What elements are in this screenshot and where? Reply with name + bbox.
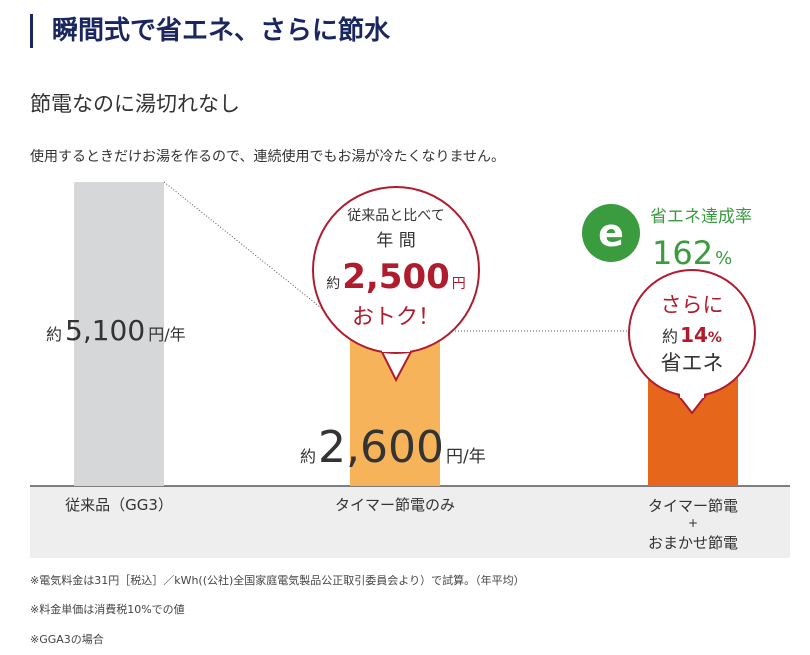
category-label-2-line-1: タイマー節電のみ [335, 496, 455, 514]
extra-bubble-line3: 省エネ [661, 351, 724, 375]
savings-bubble-prefix: 約 [326, 276, 340, 292]
eco-badge-label: 省エネ達成率 [650, 207, 752, 227]
page-title: 瞬間式で省エネ、さらに節水 [52, 16, 391, 46]
footnote-electricity-rate: ※電気料金は31円［税込］／kWh((公社)全国家庭電気製品公正取引委員会より）… [30, 574, 525, 587]
eco-badge-value: 162% [652, 234, 732, 272]
extra-bubble-number: 14 [680, 323, 708, 347]
extra-bubble-unit: % [708, 330, 722, 346]
eco-badge-unit: % [715, 248, 732, 269]
savings-bubble-line4: おトク！ [352, 305, 440, 330]
x-axis-band [30, 486, 790, 558]
connector-line-1 [163, 181, 351, 332]
eco-e-glyph: e [598, 211, 624, 255]
footnote-model: ※GGA3の場合 [30, 633, 104, 646]
value-label-number: 2,600 [318, 422, 444, 473]
category-label-3-line-3: おまかせ節電 [648, 534, 738, 552]
section-subtitle: 節電なのに湯切れなし [30, 92, 240, 116]
extra-bubble-prefix: 約 [662, 327, 678, 346]
heading-accent-bar [30, 14, 33, 48]
category-label-3-line-2: + [688, 516, 698, 530]
value-label-bar-2: 約2,600 円/年 [300, 422, 486, 473]
savings-bubble-number: 2,500 [342, 257, 450, 297]
savings-bubble-tail-mask [382, 346, 410, 352]
savings-bubble-amount: 約2,500 円 [326, 257, 466, 297]
value-label-prefix: 約 [300, 447, 316, 466]
value-label-prefix: 約 [46, 325, 62, 344]
value-label-unit: 円/年 [148, 325, 185, 344]
savings-bubble-circle [312, 186, 480, 354]
savings-bubble-unit: 円 [452, 276, 466, 292]
eco-e-icon [582, 204, 640, 262]
extra-bubble-tail-mask [680, 392, 704, 398]
category-label-3-line-1: タイマー節電 [648, 497, 738, 515]
extra-bubble-line1: さらに [661, 293, 724, 317]
footnote-tax: ※料金単価は消費税10%での値 [30, 603, 185, 616]
eco-badge: e 省エネ達成率 162% [582, 204, 752, 272]
extra-bubble-value: 約 14% [662, 323, 722, 347]
savings-bubble-line2: 年 間 [376, 231, 415, 251]
savings-bubble-line1: 従来品と比べて [347, 208, 444, 224]
category-label-1-line-1: 従来品（GG3） [65, 496, 173, 514]
value-label-unit: 円/年 [446, 447, 486, 467]
eco-badge-number: 162 [652, 234, 713, 272]
value-label-bar-1: 約 5,100 円/年 [46, 314, 186, 347]
section-description: 使用するときだけお湯を作るので、連続使用でもお湯が冷たくなりません。 [30, 149, 506, 165]
value-label-number: 5,100 [65, 314, 145, 347]
bar-1 [74, 182, 164, 486]
